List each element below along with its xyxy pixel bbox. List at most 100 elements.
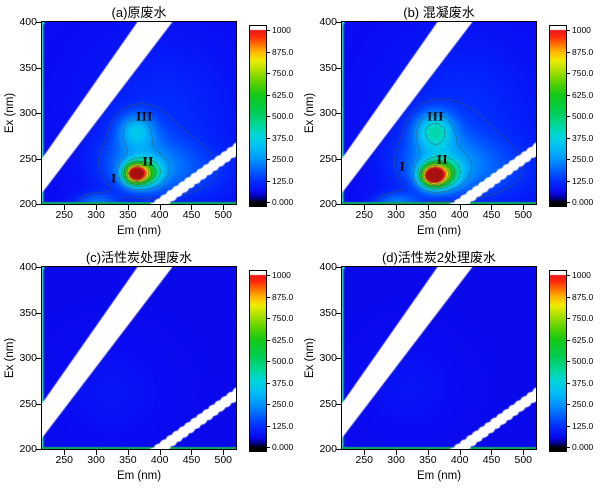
- x-tick-mark: [223, 205, 224, 210]
- y-tick-mark: [336, 68, 341, 69]
- colorbar: [249, 25, 267, 207]
- panel-title: (a)原废水: [111, 5, 167, 20]
- x-tick-label: 400: [450, 209, 469, 221]
- colorbar-tick-label: 875.0: [272, 291, 294, 302]
- x-axis-label: Em (nm): [116, 225, 162, 237]
- x-tick-label: 400: [450, 454, 469, 466]
- y-tick-mark: [36, 404, 41, 405]
- colorbar-tick-label: 875.0: [572, 46, 594, 57]
- colorbar-tick-mark: [567, 138, 570, 139]
- colorbar-tick-label: 750.0: [272, 313, 294, 323]
- y-tick-mark: [336, 113, 341, 114]
- colorbar-tick-mark: [267, 202, 270, 203]
- x-tick-label: 350: [419, 454, 437, 466]
- y-tick-label: 250: [319, 397, 337, 410]
- colorbar: [249, 270, 267, 452]
- y-tick-label: 300: [319, 352, 337, 364]
- y-tick-label: 350: [319, 306, 337, 319]
- colorbar-tick-label: 375.0: [272, 377, 294, 388]
- y-tick-label: 350: [19, 61, 37, 74]
- x-tick-mark: [523, 450, 524, 455]
- x-tick-label: 250: [355, 454, 374, 466]
- colorbar-tick-mark: [267, 138, 270, 139]
- colorbar-tick-label: 0.000: [572, 442, 594, 452]
- x-tick-label: 450: [482, 209, 501, 221]
- colorbar-tick-label: 750.0: [572, 313, 594, 323]
- x-tick-label: 350: [419, 209, 437, 221]
- x-axis-label: Em (nm): [116, 470, 162, 482]
- colorbar-tick-label: 375.0: [272, 132, 294, 143]
- colorbar-tick-label: 500.0: [572, 356, 594, 366]
- y-tick-mark: [36, 204, 41, 205]
- x-tick-mark: [396, 205, 397, 210]
- colorbar-tick-label: 375.0: [572, 377, 594, 388]
- panel-a: (a)原废水 I II III 400 350 300 250 200 250 300 350 400 4…: [0, 0, 300, 245]
- x-tick-label: 500: [514, 454, 533, 466]
- panel-title: (c)活性炭处理废水: [85, 250, 193, 265]
- eem-canvas: [42, 22, 236, 204]
- eem-canvas: [42, 267, 236, 449]
- y-tick-label: 250: [19, 397, 37, 410]
- x-tick-mark: [160, 205, 161, 210]
- x-tick-label: 300: [87, 209, 105, 221]
- colorbar-tick-label: 250.0: [272, 399, 294, 409]
- x-tick-label: 500: [214, 209, 233, 221]
- colorbar: [549, 25, 567, 207]
- colorbar: [549, 270, 567, 452]
- x-tick-label: 450: [182, 209, 201, 221]
- y-tick-label: 250: [19, 152, 37, 165]
- colorbar-tick-label: 0.000: [272, 197, 294, 207]
- x-tick-mark: [396, 450, 397, 455]
- y-tick-label: 400: [319, 261, 337, 273]
- colorbar-tick-mark: [567, 116, 570, 117]
- colorbar-tick-mark: [267, 318, 270, 319]
- x-tick-label: 450: [182, 454, 201, 466]
- colorbar-tick-mark: [267, 116, 270, 117]
- y-tick-label: 400: [19, 261, 37, 273]
- colorbar-tick-mark: [567, 159, 570, 160]
- y-tick-label: 300: [19, 352, 37, 364]
- colorbar-tick-mark: [567, 447, 570, 448]
- x-tick-label: 400: [150, 454, 169, 466]
- peak-label: I: [399, 158, 406, 174]
- colorbar-tick-mark: [267, 383, 270, 384]
- y-tick-mark: [36, 22, 41, 23]
- x-tick-mark: [96, 450, 97, 455]
- x-tick-label: 250: [55, 454, 74, 466]
- y-tick-label: 300: [319, 107, 337, 119]
- panel-c: (c)活性炭处理废水 400 350 300 250 200 250 300 350 400 450…: [0, 245, 300, 490]
- colorbar-tick-mark: [267, 275, 270, 276]
- colorbar-tick-label: 625.0: [572, 89, 594, 100]
- y-axis-label: Ex (nm): [304, 337, 316, 379]
- eem-plot: [41, 266, 237, 450]
- y-tick-mark: [336, 204, 341, 205]
- colorbar-tick-label: 875.0: [572, 291, 594, 302]
- peak-label: II: [436, 151, 449, 167]
- x-tick-mark: [491, 450, 492, 455]
- colorbar-tick-label: 1000: [572, 25, 591, 35]
- colorbar-tick-label: 1000: [572, 270, 591, 280]
- x-tick-label: 350: [119, 209, 137, 221]
- y-tick-label: 300: [19, 107, 37, 119]
- colorbar-tick-label: 250.0: [572, 154, 594, 164]
- y-tick-label: 400: [19, 16, 37, 28]
- x-tick-mark: [364, 205, 365, 210]
- y-tick-mark: [336, 449, 341, 450]
- y-tick-mark: [36, 358, 41, 359]
- colorbar-tick-mark: [567, 202, 570, 203]
- y-tick-mark: [336, 358, 341, 359]
- y-tick-mark: [36, 68, 41, 69]
- colorbar-tick-mark: [567, 361, 570, 362]
- colorbar-canvas: [550, 271, 566, 451]
- y-tick-mark: [336, 267, 341, 268]
- y-tick-mark: [336, 159, 341, 160]
- colorbar-tick-label: 375.0: [572, 132, 594, 143]
- colorbar-tick-mark: [267, 95, 270, 96]
- y-tick-mark: [36, 313, 41, 314]
- colorbar-tick-mark: [267, 52, 270, 53]
- colorbar-tick-mark: [267, 30, 270, 31]
- x-tick-label: 300: [387, 209, 405, 221]
- x-tick-label: 300: [87, 454, 105, 466]
- colorbar-tick-mark: [567, 318, 570, 319]
